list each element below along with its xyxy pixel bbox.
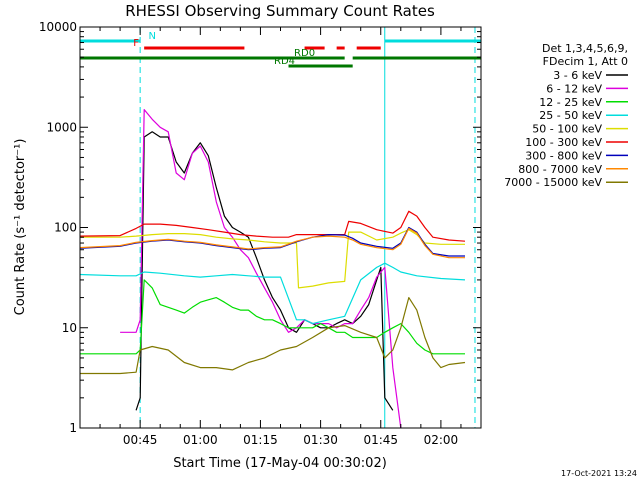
y-axis: 1 10 100 1000 10000	[39, 20, 481, 435]
series-25-50-kev	[79, 262, 466, 325]
x-axis-label: Start Time (17-May-04 00:30:02)	[173, 456, 387, 471]
legend: Det 1,3,4,5,6,9, FDecim 1, Att 0 3 - 6 k…	[504, 42, 628, 189]
legend-item-6-12-kev: 6 - 12 keV	[546, 82, 628, 95]
y-tick-label: 1	[69, 421, 77, 435]
flag-label-f: F	[133, 38, 139, 49]
series-line-3-6-kev	[135, 131, 394, 411]
series-7000-15000-kev	[80, 297, 466, 375]
legend-item-3-6-kev: 3 - 6 keV	[553, 69, 628, 82]
y-axis-label: Count Rate (s⁻¹ detector⁻¹)	[13, 139, 28, 316]
y-tick-label: 10000	[39, 20, 77, 34]
legend-label: 6 - 12 keV	[546, 82, 602, 95]
x-tick-label: 01:45	[363, 433, 398, 447]
legend-item-25-50-kev: 25 - 50 keV	[539, 109, 628, 122]
series-3-6-kev	[135, 131, 394, 411]
legend-header-line-1: Det 1,3,4,5,6,9,	[542, 42, 628, 55]
x-tick-label: 01:30	[303, 433, 338, 447]
footer-timestamp: 17-Oct-2021 13:24	[561, 469, 637, 478]
series-12-25-kev	[80, 279, 465, 355]
flag-label-rd4: RD4	[274, 56, 295, 67]
x-tick-label: 00:45	[123, 433, 158, 447]
chart-title: RHESSI Observing Summary Count Rates	[125, 2, 435, 20]
series-line-25-50-kev	[79, 262, 466, 325]
legend-item-300-800-kev: 300 - 800 keV	[525, 149, 628, 162]
x-tick-label: 02:00	[424, 433, 459, 447]
x-tick-label: 01:00	[183, 433, 218, 447]
series-line-12-25-kev	[80, 279, 465, 355]
series-line-7000-15000-kev	[80, 297, 466, 375]
legend-label: 3 - 6 keV	[553, 69, 602, 82]
y-tick-label: 1000	[46, 120, 77, 134]
flag-rd0: RD0	[80, 48, 481, 60]
legend-item-50-100-kev: 50 - 100 keV	[532, 123, 628, 136]
legend-item-100-300-kev: 100 - 300 keV	[525, 136, 628, 149]
x-tick-label: 01:15	[243, 433, 278, 447]
series-50-100-kev	[80, 229, 465, 289]
y-tick-label: 10	[62, 321, 77, 335]
legend-label: 12 - 25 keV	[539, 96, 602, 109]
legend-label: 300 - 800 keV	[525, 149, 602, 162]
series-line-800-7000-kev	[79, 227, 465, 259]
legend-header-line-2: FDecim 1, Att 0	[543, 55, 628, 68]
flag-label-rd0: RD0	[294, 48, 315, 59]
legend-label: 50 - 100 keV	[532, 123, 602, 136]
legend-label: 800 - 7000 keV	[518, 163, 602, 176]
series-line-6-12-kev	[120, 109, 402, 429]
legend-label: 100 - 300 keV	[525, 136, 602, 149]
flag-label-n: N	[148, 31, 155, 42]
x-axis: 00:45 01:00 01:15 01:30 01:45 02:00	[99, 27, 462, 447]
series-800-7000-kev	[79, 227, 465, 259]
flag-f: F	[133, 38, 381, 50]
legend-item-7000-15000-kev: 7000 - 15000 keV	[504, 176, 628, 189]
flag-n: N	[80, 31, 481, 43]
series-100-300-kev	[79, 210, 466, 242]
legend-label: 25 - 50 keV	[539, 109, 602, 122]
legend-label: 7000 - 15000 keV	[504, 176, 602, 189]
flag-rd4: RD4	[274, 56, 353, 68]
legend-item-800-7000-kev: 800 - 7000 keV	[518, 163, 628, 176]
series-6-12-kev	[120, 109, 402, 429]
series-line-50-100-kev	[80, 229, 465, 289]
y-tick-label: 100	[54, 221, 77, 235]
series-line-100-300-kev	[79, 210, 466, 242]
legend-item-12-25-kev: 12 - 25 keV	[539, 96, 628, 109]
